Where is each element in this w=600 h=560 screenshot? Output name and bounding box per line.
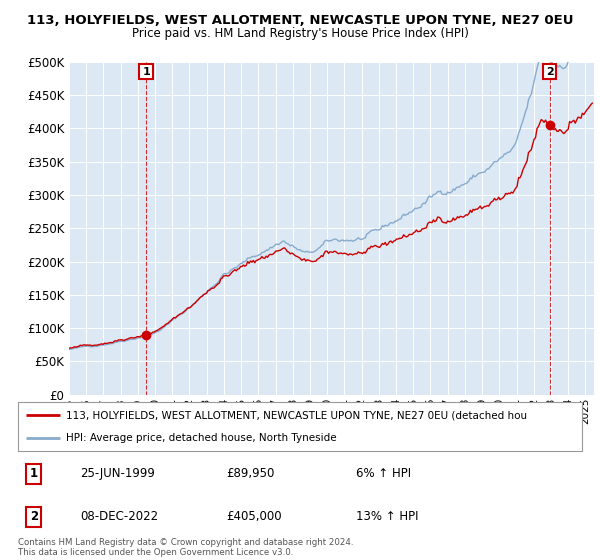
Text: 2: 2	[546, 67, 554, 77]
Text: £405,000: £405,000	[227, 510, 283, 524]
Text: 113, HOLYFIELDS, WEST ALLOTMENT, NEWCASTLE UPON TYNE, NE27 0EU: 113, HOLYFIELDS, WEST ALLOTMENT, NEWCAST…	[27, 14, 573, 27]
Text: 08-DEC-2022: 08-DEC-2022	[80, 510, 158, 524]
Text: 25-JUN-1999: 25-JUN-1999	[80, 468, 155, 480]
Text: £89,950: £89,950	[227, 468, 275, 480]
FancyBboxPatch shape	[18, 402, 582, 451]
Text: 6% ↑ HPI: 6% ↑ HPI	[356, 468, 412, 480]
Text: HPI: Average price, detached house, North Tyneside: HPI: Average price, detached house, Nort…	[66, 433, 337, 444]
Text: 1: 1	[30, 468, 38, 480]
Text: 1: 1	[142, 67, 150, 77]
Text: Price paid vs. HM Land Registry's House Price Index (HPI): Price paid vs. HM Land Registry's House …	[131, 27, 469, 40]
Text: 13% ↑ HPI: 13% ↑ HPI	[356, 510, 419, 524]
Text: 2: 2	[30, 510, 38, 524]
Text: 113, HOLYFIELDS, WEST ALLOTMENT, NEWCASTLE UPON TYNE, NE27 0EU (detached hou: 113, HOLYFIELDS, WEST ALLOTMENT, NEWCAST…	[66, 410, 527, 421]
Text: Contains HM Land Registry data © Crown copyright and database right 2024.
This d: Contains HM Land Registry data © Crown c…	[18, 538, 353, 557]
